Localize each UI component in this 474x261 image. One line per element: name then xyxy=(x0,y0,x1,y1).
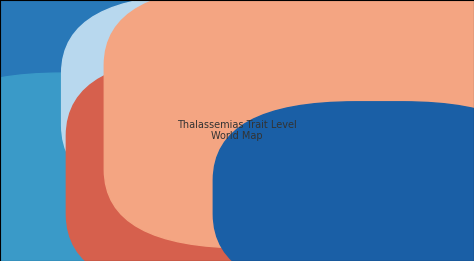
FancyBboxPatch shape xyxy=(0,0,246,222)
FancyBboxPatch shape xyxy=(104,0,474,248)
FancyBboxPatch shape xyxy=(213,102,474,261)
Text: Thalassemias Trait Level
World Map: Thalassemias Trait Level World Map xyxy=(177,120,297,141)
FancyBboxPatch shape xyxy=(62,0,384,204)
FancyBboxPatch shape xyxy=(0,73,251,261)
FancyBboxPatch shape xyxy=(66,57,398,261)
